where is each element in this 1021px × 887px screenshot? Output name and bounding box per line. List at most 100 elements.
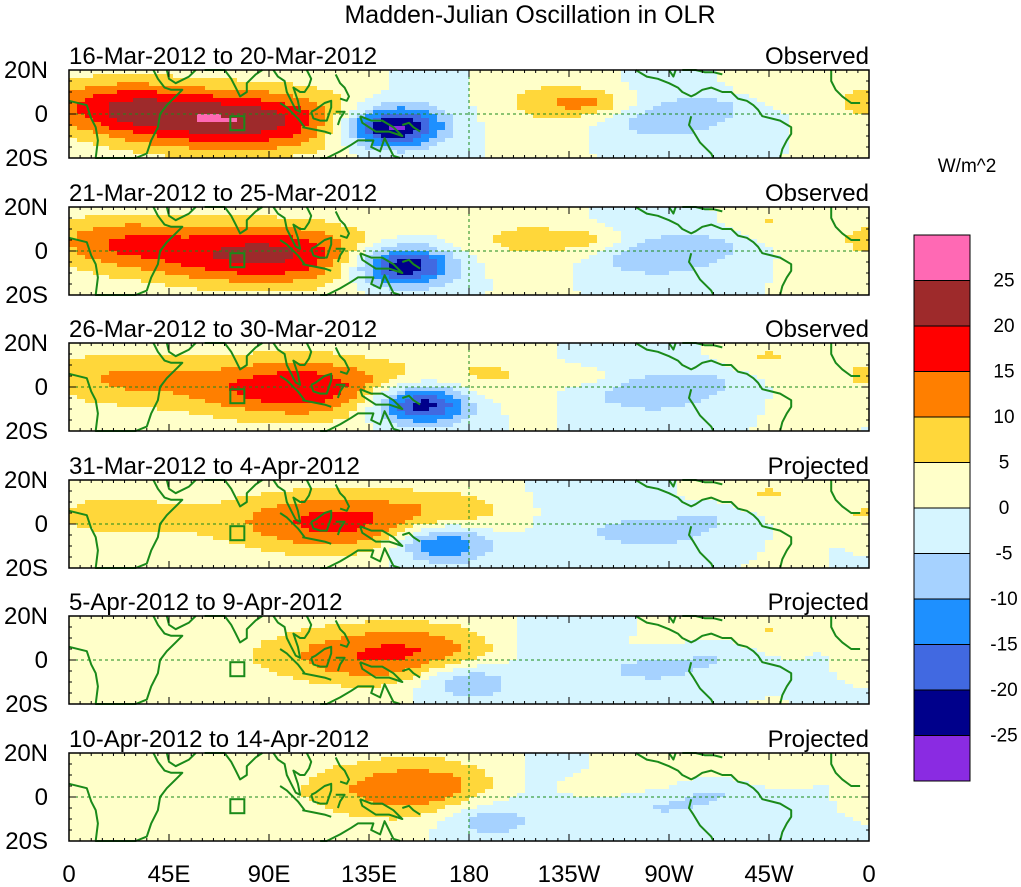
coastline [272, 69, 313, 113]
coastline [165, 752, 197, 768]
panel-date-range: 31-Mar-2012 to 4-Apr-2012 [69, 453, 360, 480]
colorbar-swatch [913, 507, 971, 554]
coastlines [68, 479, 860, 569]
olr-anomaly-field [69, 70, 870, 159]
coastline [279, 375, 306, 401]
units-label: W/m^2 [938, 156, 997, 177]
coastline [320, 274, 401, 296]
coastline [668, 206, 677, 215]
tick-marks [68, 69, 870, 159]
panel-date-range: 16-Mar-2012 to 20-Mar-2012 [69, 43, 377, 70]
y-tick-label: 20S [5, 145, 48, 172]
coastline [310, 509, 333, 532]
y-tick-label: 20N [4, 467, 48, 494]
coastline [272, 206, 313, 250]
colorbar-swatch [913, 689, 971, 736]
coastline [668, 615, 677, 624]
coastline [310, 372, 333, 395]
reference-box [229, 252, 246, 269]
coastline [310, 782, 333, 805]
coastline [302, 536, 332, 545]
colorbar-label: 10 [993, 407, 1014, 428]
coastline [165, 69, 197, 85]
coastline [320, 137, 401, 159]
tick-marks [68, 342, 870, 432]
coastline [272, 479, 313, 523]
coastline [68, 479, 184, 569]
colorbar-label: 20 [993, 316, 1014, 337]
coastline [310, 236, 333, 259]
coastline [165, 479, 197, 495]
tick-marks [68, 206, 870, 296]
panel-type-label: Projected [768, 726, 869, 753]
colorbar-swatch [913, 644, 971, 691]
x-tick-label: 45W [744, 861, 794, 887]
coastline [68, 69, 184, 159]
panel-type-label: Projected [768, 453, 869, 480]
coastline [334, 619, 350, 648]
x-tick-label: 135E [341, 861, 397, 887]
coastlines [68, 342, 860, 432]
coastline [401, 667, 421, 679]
olr-anomaly-field [69, 616, 870, 705]
coastline [68, 342, 184, 432]
coastline [335, 110, 346, 126]
coastline [279, 239, 306, 265]
coastline [335, 383, 346, 399]
coastline [272, 615, 313, 659]
map-panel: 20N 0 20S 16-Mar-2012 to 20-Mar-2012 Observe… [4, 43, 870, 172]
coastline [359, 252, 404, 274]
coastline [668, 479, 677, 488]
panel-type-label: Observed [765, 43, 869, 70]
coastline [335, 793, 346, 809]
coastline [68, 206, 184, 296]
reference-box [229, 798, 246, 815]
colorbar-swatch [913, 462, 971, 509]
coastline [165, 342, 197, 358]
coastline [302, 263, 332, 272]
panel-type-label: Projected [768, 589, 869, 616]
coastlines [68, 206, 860, 296]
coastline [320, 547, 401, 569]
panel-date-range: 10-Apr-2012 to 14-Apr-2012 [69, 726, 369, 753]
y-tick-label: 20S [5, 828, 48, 855]
colorbar-label: -20 [990, 680, 1017, 701]
coastline [272, 342, 313, 386]
colorbar-swatch [913, 598, 971, 645]
coastline [310, 99, 333, 122]
colorbar-swatch [913, 735, 971, 782]
coastline [279, 512, 306, 538]
y-tick-label: 20S [5, 555, 48, 582]
coastline [635, 206, 793, 296]
panel-date-range: 21-Mar-2012 to 25-Mar-2012 [69, 180, 377, 207]
coastline [310, 645, 333, 668]
coastline [335, 656, 346, 672]
map-panel: 20N 0 20S 10-Apr-2012 to 14-Apr-2012 Project… [4, 726, 870, 855]
map-panel: 20N 0 20S 5-Apr-2012 to 9-Apr-2012 Projected [4, 589, 870, 718]
coastline [401, 258, 421, 270]
panel-type-label: Observed [765, 316, 869, 343]
coastlines [69, 615, 860, 705]
x-tick-label: 0 [862, 861, 875, 887]
colorbar-label: -10 [990, 589, 1017, 610]
figure-title: Madden-Julian Oscillation in OLR [344, 1, 716, 29]
coastline [688, 388, 715, 432]
colorbar-swatch [913, 553, 971, 600]
coastline [668, 69, 677, 78]
coastline [334, 210, 350, 239]
coastline [635, 69, 793, 159]
colorbar-label: 25 [993, 271, 1014, 292]
y-tick-label: 20N [4, 740, 48, 767]
coastline [334, 346, 350, 375]
coastline [279, 785, 306, 811]
coastline [635, 752, 793, 842]
coastline [335, 247, 346, 263]
coastline [302, 809, 332, 818]
coastline [272, 752, 313, 796]
panel-date-range: 5-Apr-2012 to 9-Apr-2012 [69, 589, 343, 616]
coastline [401, 394, 421, 406]
coastline [688, 525, 715, 569]
coastline [688, 115, 715, 159]
x-tick-label: 90W [644, 861, 694, 887]
coastline [165, 615, 197, 631]
